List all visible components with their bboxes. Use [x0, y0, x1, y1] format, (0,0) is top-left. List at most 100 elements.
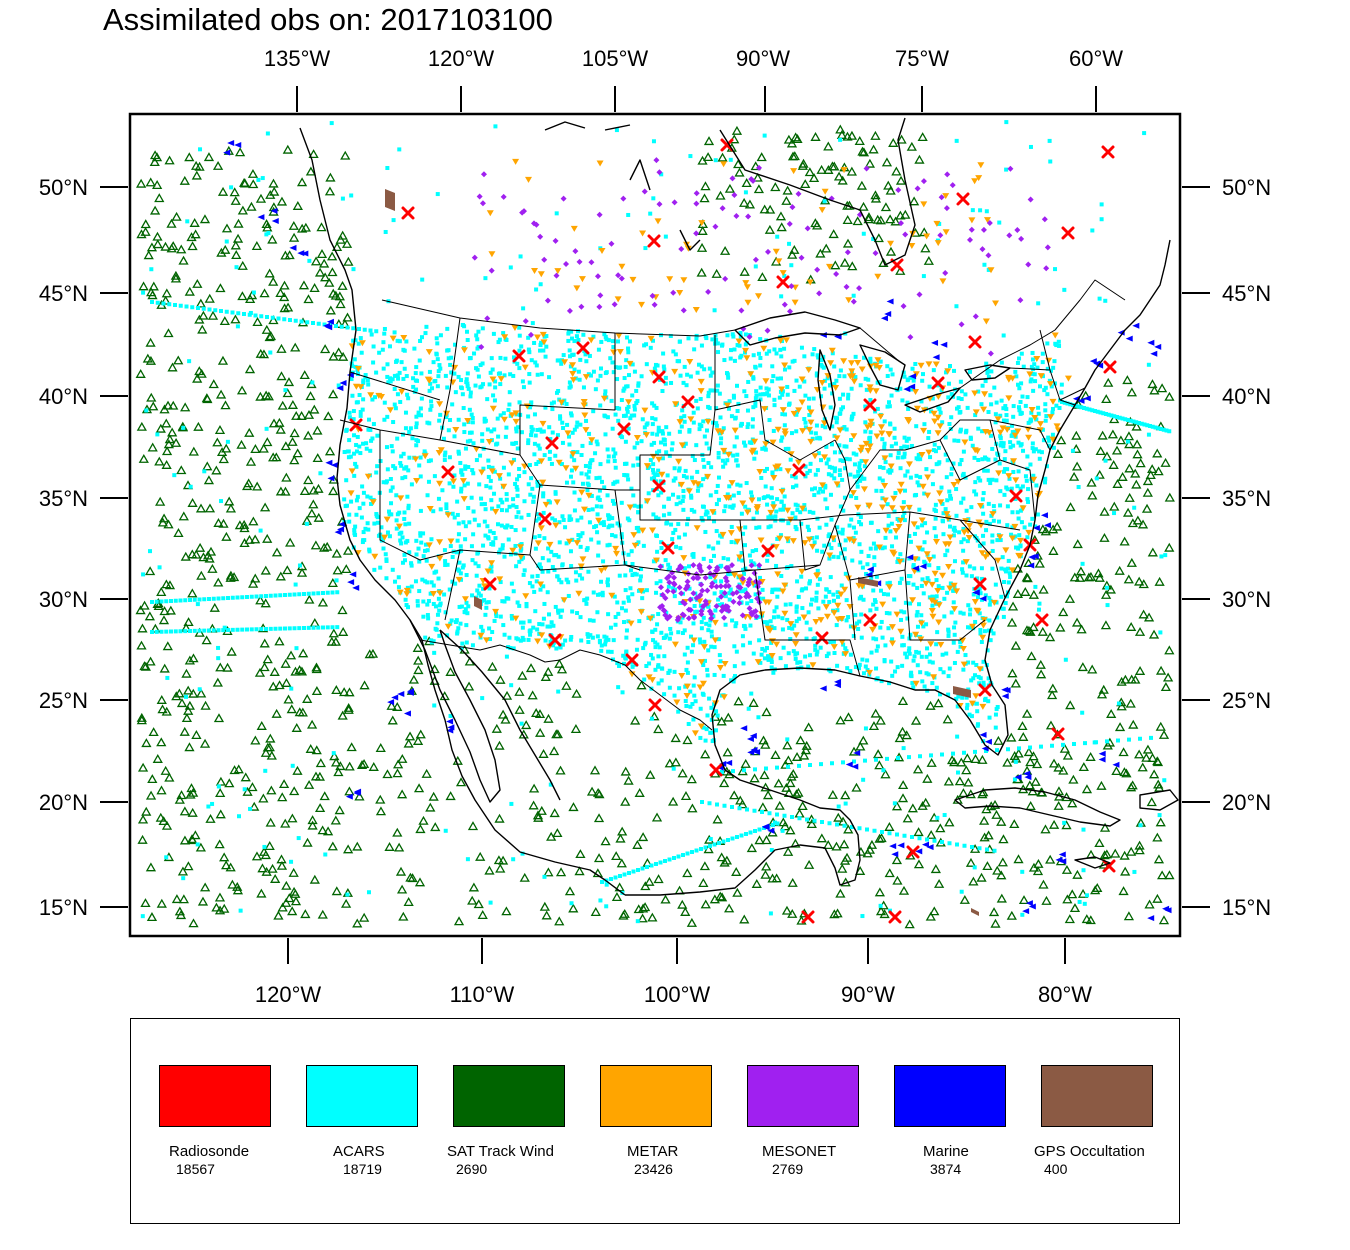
acars-marker: [868, 356, 873, 361]
sat-track-wind-marker: [843, 712, 854, 722]
acars-marker: [988, 481, 993, 486]
acars-marker: [503, 356, 508, 361]
sat-track-wind-marker: [1121, 768, 1132, 778]
sat-track-wind-marker: [343, 702, 354, 712]
acars-marker: [815, 468, 820, 473]
acars-marker: [850, 558, 855, 563]
acars-marker: [1059, 382, 1064, 387]
sat-track-wind-marker: [534, 709, 546, 719]
acars-marker: [516, 510, 521, 515]
acars-marker: [907, 646, 912, 651]
acars-marker: [843, 646, 848, 651]
acars-marker: [541, 494, 546, 499]
acars-marker: [452, 473, 457, 478]
acars-marker: [1045, 392, 1050, 397]
acars-marker: [395, 512, 400, 517]
acars-marker: [634, 388, 639, 393]
acars-marker: [154, 629, 159, 634]
acars-marker: [611, 345, 616, 350]
sat-track-wind-marker: [317, 825, 328, 835]
acars-marker: [388, 488, 393, 493]
acars-marker: [767, 418, 772, 423]
sat-track-wind-marker: [306, 508, 317, 518]
acars-marker: [224, 239, 229, 244]
acars-marker: [407, 455, 412, 460]
acars-marker: [961, 548, 966, 553]
sat-track-wind-marker: [1075, 566, 1087, 576]
sat-track-wind-marker: [211, 902, 222, 912]
sat-track-wind-marker: [216, 447, 228, 457]
acars-marker: [1033, 447, 1038, 452]
sat-track-wind-marker: [1164, 542, 1175, 552]
acars-marker: [377, 350, 382, 355]
acars-marker: [434, 569, 439, 574]
sat-track-wind-marker: [160, 241, 171, 251]
sat-track-wind-marker: [536, 805, 547, 815]
acars-marker: [706, 404, 711, 409]
acars-marker: [699, 364, 704, 369]
acars-marker: [666, 562, 671, 567]
acars-marker: [810, 436, 815, 441]
acars-marker: [551, 623, 556, 628]
acars-marker: [837, 396, 842, 401]
sat-track-wind-marker: [835, 124, 846, 134]
acars-marker: [431, 601, 436, 606]
acars-marker: [814, 535, 819, 540]
sat-track-wind-marker: [455, 777, 467, 787]
acars-marker: [459, 646, 464, 651]
sat-track-wind-marker: [996, 816, 1007, 826]
acars-marker: [530, 574, 535, 579]
acars-marker: [941, 511, 946, 516]
acars-marker: [534, 579, 539, 584]
acars-marker: [581, 332, 586, 337]
acars-marker: [443, 373, 448, 378]
acars-marker: [611, 638, 616, 643]
acars-marker: [818, 436, 823, 441]
acars-marker: [766, 515, 771, 520]
sat-track-wind-marker: [258, 793, 269, 803]
acars-marker: [526, 441, 531, 446]
acars-marker: [150, 630, 154, 634]
acars-marker: [846, 392, 851, 397]
metar-marker: [995, 470, 1003, 477]
sat-track-wind-marker: [1064, 593, 1076, 603]
acars-marker: [496, 434, 501, 439]
acars-marker: [923, 561, 928, 566]
acars-marker: [942, 614, 947, 619]
acars-marker: [1006, 566, 1011, 571]
acars-marker: [296, 836, 301, 841]
acars-marker: [345, 892, 350, 897]
acars-marker: [882, 445, 887, 450]
acars-marker: [915, 480, 920, 485]
acars-marker: [746, 379, 751, 384]
sat-track-wind-marker: [259, 288, 270, 298]
acars-marker: [538, 565, 543, 570]
acars-marker: [669, 447, 674, 452]
acars-marker: [835, 822, 839, 827]
acars-marker: [861, 597, 866, 602]
acars-marker: [840, 531, 845, 536]
sat-track-wind-marker: [575, 849, 586, 859]
acars-marker: [270, 315, 275, 320]
acars-marker: [424, 558, 429, 563]
acars-marker: [1138, 823, 1143, 828]
acars-marker: [346, 455, 351, 460]
acars-marker: [946, 395, 951, 400]
metar-marker: [459, 478, 467, 485]
acars-marker: [263, 768, 268, 773]
acars-marker: [483, 533, 488, 538]
acars-marker: [1008, 440, 1013, 445]
acars-marker: [395, 436, 400, 441]
metar-marker: [930, 410, 938, 417]
acars-marker: [235, 324, 240, 329]
acars-marker: [698, 640, 703, 645]
acars-marker: [1080, 561, 1085, 566]
metar-marker: [671, 368, 679, 375]
acars-marker: [899, 609, 904, 614]
acars-marker: [732, 358, 737, 363]
acars-marker: [918, 754, 922, 759]
acars-marker: [141, 572, 146, 577]
acars-marker: [782, 423, 787, 428]
acars-marker: [463, 446, 468, 451]
acars-marker: [511, 589, 516, 594]
